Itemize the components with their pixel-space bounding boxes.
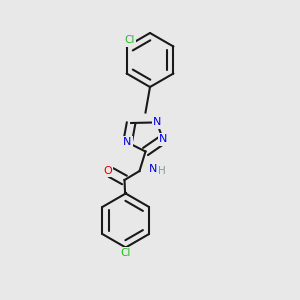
- Text: N: N: [123, 137, 132, 148]
- Text: Cl: Cl: [124, 35, 135, 46]
- Text: Cl: Cl: [121, 248, 131, 258]
- Text: N: N: [153, 117, 161, 128]
- Text: N: N: [159, 134, 167, 145]
- Text: O: O: [103, 166, 112, 176]
- Text: H: H: [158, 166, 166, 176]
- Text: N: N: [149, 164, 157, 174]
